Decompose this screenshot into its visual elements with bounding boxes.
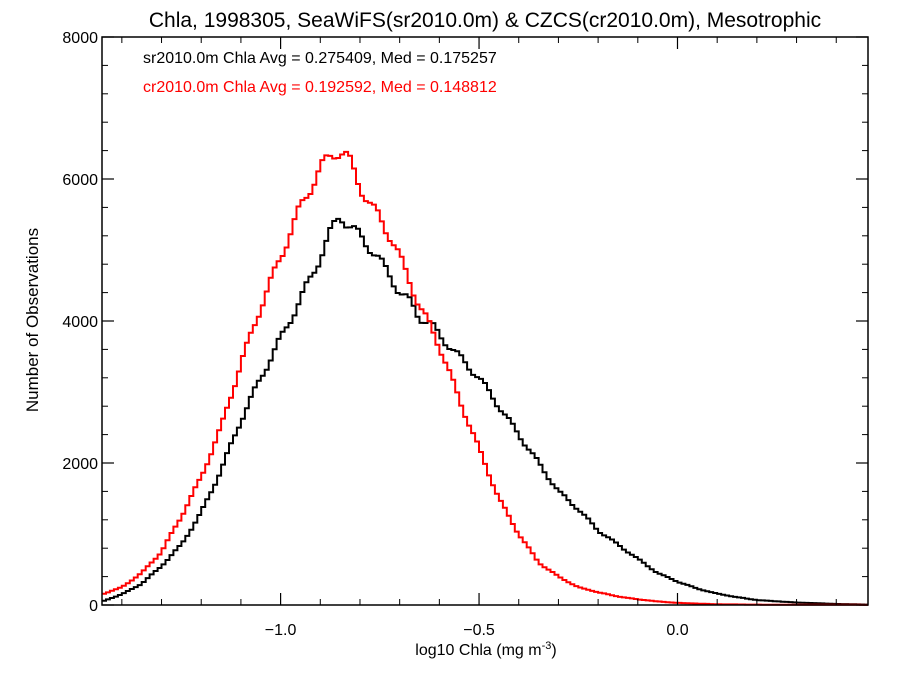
x-axis-label: log10 Chla (mg m-3) (415, 640, 556, 659)
stats-annotation-1: cr2010.0m Chla Avg = 0.192592, Med = 0.1… (143, 79, 497, 96)
y-axis-label: Number of Observations (23, 228, 42, 412)
x-tick-label: −1.0 (265, 622, 297, 639)
series-0-line (102, 217, 868, 606)
axis-layer: 0 2000 4000 6000 8000 −1.0 −0.5 0.0 (62, 30, 868, 639)
y-tick-label: 2000 (62, 456, 98, 473)
x-tick-label: −0.5 (463, 622, 495, 639)
chart-title: Chla, 1998305, SeaWiFS(sr2010.0m) & CZCS… (149, 9, 821, 32)
y-tick-label: 4000 (62, 314, 98, 331)
series-1-line (102, 150, 868, 606)
y-tick-label: 6000 (62, 172, 98, 189)
annotation-layer: sr2010.0m Chla Avg = 0.275409, Med = 0.1… (143, 50, 497, 96)
stats-annotation-0: sr2010.0m Chla Avg = 0.275409, Med = 0.1… (143, 50, 497, 67)
y-tick-label: 0 (89, 598, 98, 615)
x-tick-label: 0.0 (666, 622, 688, 639)
y-tick-label: 8000 (62, 30, 98, 47)
series-layer (102, 150, 868, 606)
plot-frame (101, 36, 869, 606)
